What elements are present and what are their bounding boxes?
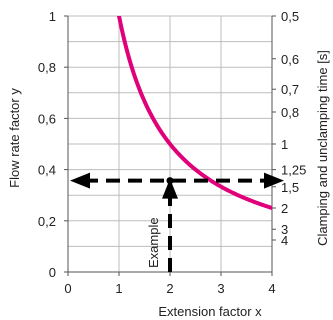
y-tick-label: 0,2 — [38, 214, 56, 229]
annotation-layer: Example — [70, 172, 284, 272]
y-tick-label: 0 — [49, 265, 56, 280]
y-tick-label: 0,8 — [38, 60, 56, 75]
y2-axis-title: Clamping and unclamping time [s] — [315, 50, 330, 246]
curve-layer — [117, 16, 272, 210]
y-axis-title: Flow rate factor y — [7, 88, 22, 188]
y2-tick-label: 2 — [281, 201, 288, 216]
example-label: Example — [146, 217, 161, 268]
y2-tick-label: 1 — [281, 137, 288, 152]
y2-tick-label: 3 — [281, 222, 288, 237]
y2-tick-label: 0,8 — [281, 105, 299, 120]
y-tick-label: 0,6 — [38, 111, 56, 126]
y2-tick-label: 0,5 — [281, 9, 299, 24]
y2-tick-label: 1,5 — [281, 180, 299, 195]
x-tick-label: 4 — [268, 281, 275, 296]
x-tick-label: 1 — [115, 281, 122, 296]
x-axis-title: Extension factor x — [158, 304, 262, 319]
y2-tick-label: 1,25 — [281, 163, 306, 178]
x-tick-label: 0 — [64, 281, 71, 296]
right-arrowhead-icon — [264, 172, 284, 189]
y2-tick-label: 0,7 — [281, 82, 299, 97]
y-tick-label: 0,4 — [38, 163, 56, 178]
y2-tick-label: 0,6 — [281, 52, 299, 67]
example-intersection-point — [166, 177, 174, 185]
left-arrowhead-icon — [70, 172, 90, 189]
x-tick-label: 2 — [166, 281, 173, 296]
tick-labels: 00,20,40,60,810 1 2 3 40,50,60,70,811,251,52… — [38, 9, 306, 296]
y2-tick-label: 4 — [281, 233, 288, 248]
flow-rate-curve — [117, 16, 272, 210]
x-tick-label: 3 — [217, 281, 224, 296]
y-tick-label: 1 — [49, 9, 56, 24]
up-arrowhead-icon — [162, 178, 178, 199]
